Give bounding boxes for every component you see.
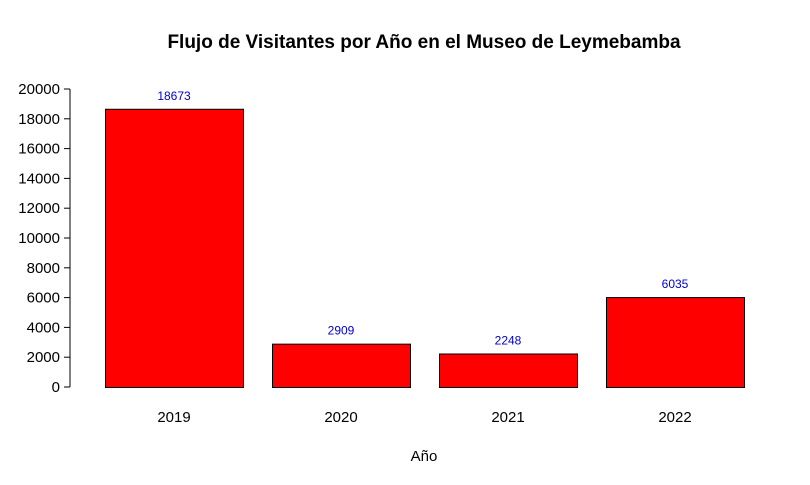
y-tick-label: 8000	[27, 260, 60, 277]
y-tick-label: 14000	[18, 170, 60, 187]
x-axis-labels: 2019 2020 2021 2022	[157, 409, 691, 426]
y-tick-label: 0	[52, 379, 60, 396]
chart-title: Flujo de Visitantes por Año en el Museo …	[167, 32, 681, 53]
x-tick-label: 2019	[157, 409, 190, 426]
x-tick-label: 2021	[491, 409, 524, 426]
value-labels: 18673 2909 2248 6035	[157, 89, 688, 348]
bars	[105, 108, 745, 389]
y-tick-label: 18000	[18, 111, 60, 128]
value-label: 6035	[662, 277, 689, 291]
y-tick-label: 16000	[18, 141, 60, 158]
value-label: 18673	[157, 89, 191, 103]
y-tick-label: 6000	[27, 290, 60, 307]
value-label: 2248	[495, 334, 522, 348]
value-label: 2909	[328, 324, 355, 338]
y-axis: 0 2000 4000 6000 8000 10000 12000 14000 16000 180…	[18, 81, 71, 396]
y-tick-label: 2000	[27, 349, 60, 366]
y-tick-label: 20000	[18, 81, 60, 98]
bar-2022	[606, 297, 745, 388]
y-tick-label: 10000	[18, 230, 60, 247]
bar-2019	[105, 108, 244, 388]
bar-2021	[439, 353, 578, 388]
x-axis-title: Año	[411, 448, 438, 465]
bar-2020	[272, 343, 411, 389]
y-tick-label: 4000	[27, 319, 60, 336]
x-tick-label: 2022	[658, 409, 691, 426]
x-tick-label: 2020	[324, 409, 357, 426]
y-tick-label: 12000	[18, 200, 60, 217]
